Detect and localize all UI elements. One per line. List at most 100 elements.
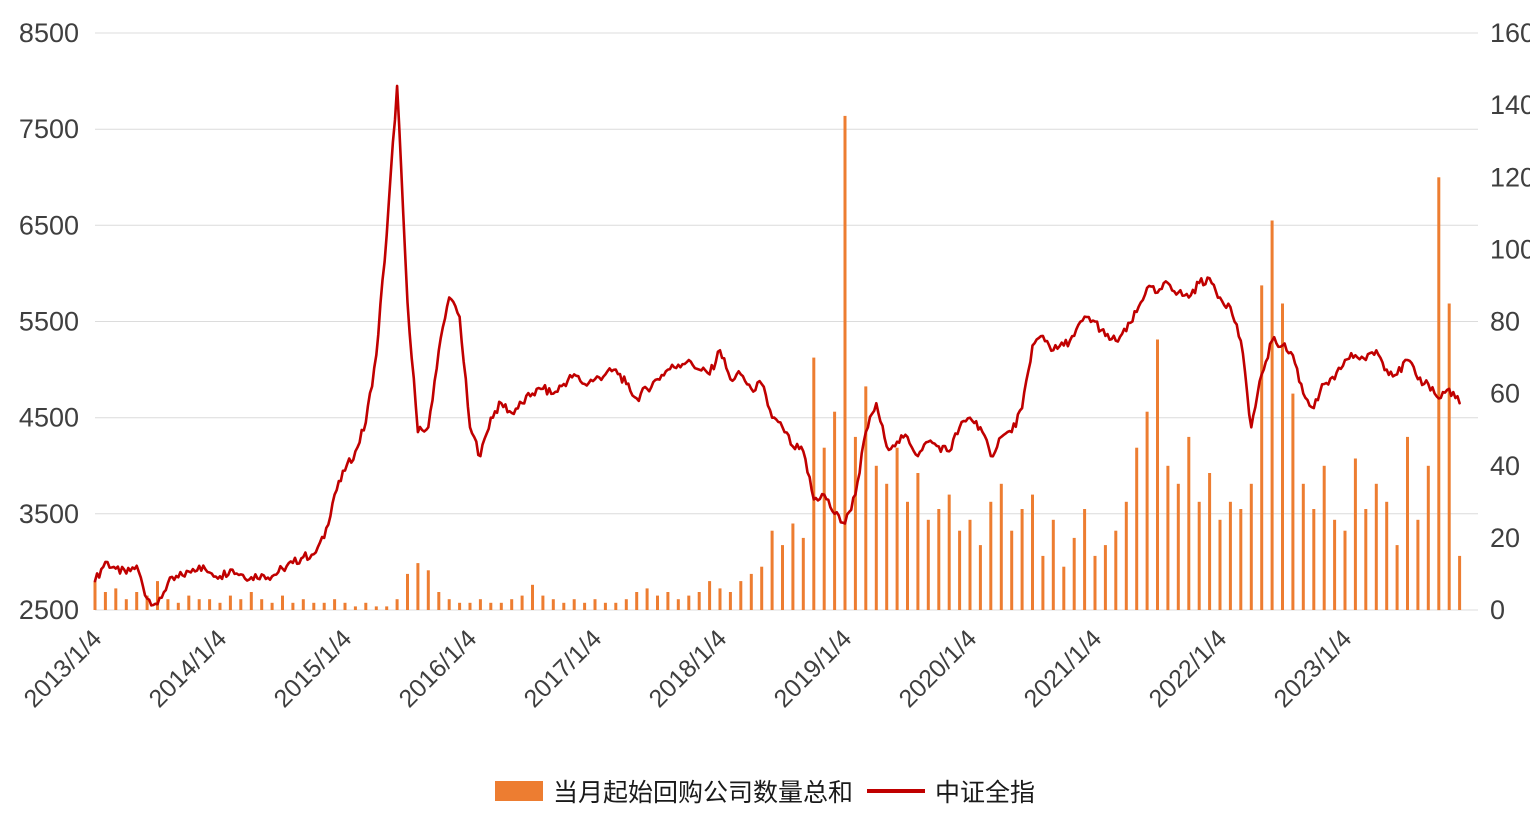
bar	[374, 606, 378, 610]
bar	[749, 573, 753, 610]
bar	[1208, 473, 1212, 610]
bar	[926, 519, 930, 610]
bar	[833, 411, 837, 610]
bar	[1124, 501, 1128, 610]
bar	[1228, 501, 1232, 610]
bar	[1187, 436, 1191, 610]
bar	[989, 501, 993, 610]
legend-item-line-series: 中证全指	[867, 773, 1035, 809]
bar	[1437, 177, 1441, 611]
bar	[124, 599, 128, 610]
x-axis-label: 2014/1/4	[144, 624, 233, 713]
bar	[885, 483, 889, 610]
bar	[208, 599, 212, 610]
bar	[1385, 501, 1389, 610]
y-axis-label-right: 20	[1490, 523, 1520, 553]
bar	[145, 595, 149, 610]
bar	[1114, 530, 1118, 610]
bar	[666, 592, 670, 610]
bar	[853, 436, 857, 610]
y-axis-label-left: 7500	[19, 114, 79, 144]
x-axis-label: 2020/1/4	[894, 624, 983, 713]
index-line	[93, 84, 1461, 607]
bar	[1395, 545, 1399, 610]
bar	[406, 573, 409, 610]
bar	[614, 602, 618, 610]
bar	[1291, 393, 1295, 610]
bar	[1447, 303, 1451, 610]
bar	[312, 602, 316, 610]
bar	[291, 602, 295, 610]
bar	[1270, 220, 1274, 610]
bar	[770, 530, 774, 610]
bar	[781, 545, 784, 610]
bar	[1156, 339, 1159, 610]
bar	[489, 602, 493, 610]
bar	[978, 545, 982, 610]
y-axis-label-right: 140	[1490, 90, 1530, 120]
bar	[218, 602, 222, 610]
bar	[468, 602, 472, 610]
bar	[499, 602, 503, 610]
bar	[760, 566, 764, 610]
bar	[1406, 436, 1409, 610]
bar	[822, 447, 826, 610]
bar	[1364, 509, 1368, 610]
bar	[1416, 519, 1420, 610]
y-axis-label-right: 40	[1490, 451, 1520, 481]
bar	[249, 592, 253, 610]
x-axis-label: 2022/1/4	[1144, 624, 1233, 713]
bar	[1083, 509, 1087, 610]
bar	[333, 599, 337, 610]
bar	[801, 537, 805, 610]
x-axis-label: 2013/1/4	[19, 624, 108, 713]
bar	[343, 602, 347, 610]
bar	[1322, 465, 1326, 611]
bar	[520, 595, 524, 610]
bar	[1301, 483, 1305, 610]
bar	[187, 595, 191, 610]
bar	[1145, 411, 1149, 610]
bar	[176, 602, 180, 610]
bar	[718, 588, 722, 610]
bar	[1010, 530, 1014, 610]
bar-series-label: 当月起始回购公司数量总和	[552, 779, 853, 807]
bar	[916, 473, 920, 610]
legend: 当月起始回购公司数量总和 中证全指	[0, 773, 1530, 809]
bar	[301, 599, 305, 610]
bar	[697, 592, 701, 610]
bar	[156, 581, 159, 610]
bar	[510, 599, 514, 610]
x-axis-label: 2017/1/4	[519, 624, 608, 713]
bar	[1260, 285, 1264, 610]
line-series-swatch	[867, 789, 925, 793]
bar	[103, 592, 107, 610]
bar	[1312, 509, 1316, 610]
bar	[895, 447, 899, 610]
bar	[593, 599, 597, 610]
y-axis-label-left: 8500	[19, 18, 79, 48]
bar	[635, 592, 639, 610]
bar	[1072, 537, 1076, 610]
bar	[708, 581, 712, 610]
y-axis-label-left: 5500	[19, 307, 79, 337]
y-axis-label-right: 100	[1490, 234, 1530, 264]
bar	[937, 509, 941, 610]
bar	[676, 599, 680, 610]
bar	[531, 584, 534, 610]
x-axis-label: 2018/1/4	[644, 624, 733, 713]
bar	[1343, 530, 1347, 610]
bar	[603, 602, 607, 610]
bar	[228, 595, 232, 610]
bar	[1353, 458, 1357, 610]
bar	[1239, 509, 1243, 610]
y-axis-label-left: 6500	[19, 210, 79, 240]
y-axis-label-right: 80	[1490, 307, 1520, 337]
bar	[645, 588, 649, 610]
bar	[478, 599, 482, 610]
bar	[1020, 509, 1024, 610]
line-series-label: 中证全指	[935, 779, 1036, 807]
bar	[687, 595, 691, 610]
